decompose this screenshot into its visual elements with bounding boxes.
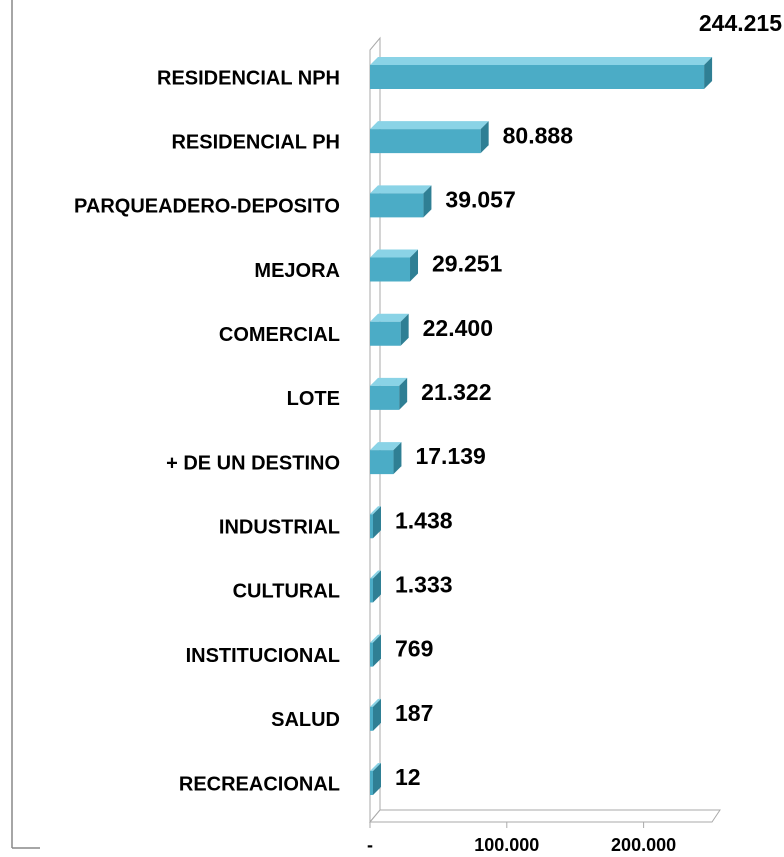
x-tick-label: 100.000 [474, 835, 539, 855]
bar-face [410, 249, 419, 282]
value-label: 1.438 [395, 507, 453, 533]
y-tick-label: LOTE [287, 388, 340, 410]
bar [370, 121, 489, 154]
bar-face [370, 634, 381, 643]
value-label: 39.057 [445, 186, 515, 212]
bar-face [370, 763, 381, 771]
value-label: 1.333 [395, 572, 453, 598]
bar-face [370, 578, 373, 603]
y-tick-label: RESIDENCIAL NPH [157, 67, 340, 89]
bar-face [370, 121, 489, 130]
bar-face [370, 506, 381, 515]
bar-face [370, 698, 381, 707]
x-tick-label: 200.000 [611, 835, 676, 855]
y-tick-label: INDUSTRIAL [219, 517, 340, 539]
y-tick-label: COMERCIAL [219, 324, 340, 346]
axis-floor [368, 809, 721, 823]
value-label: 80.888 [503, 122, 574, 148]
bar-face [480, 121, 489, 154]
bar-face [393, 442, 402, 475]
bar [370, 698, 381, 731]
bar-face [370, 321, 401, 346]
x-tick-label: - [367, 835, 373, 855]
value-label: 769 [395, 636, 433, 662]
bar [370, 57, 713, 89]
value-label: 12 [395, 764, 421, 790]
bar [370, 185, 432, 218]
y-tick-label: PARQUEADERO-DEPOSITO [74, 196, 340, 218]
bar [370, 313, 409, 346]
bar-face [423, 185, 432, 218]
bar-face [370, 257, 411, 282]
value-label: 29.251 [432, 251, 503, 277]
bar-face [370, 450, 394, 475]
bar-face [370, 185, 432, 194]
y-tick-label: + DE UN DESTINO [166, 452, 340, 474]
bar [370, 249, 419, 282]
bar-face [370, 514, 373, 539]
bar-face [370, 385, 400, 410]
value-label: 22.400 [423, 315, 493, 341]
value-label: 244.215 [699, 10, 782, 36]
bar-face [370, 65, 705, 89]
value-label: 187 [395, 700, 433, 726]
bar [370, 763, 381, 795]
bar [370, 570, 381, 603]
bar-face [373, 506, 381, 539]
bar-face [704, 57, 713, 89]
bar-face [370, 313, 409, 322]
bar-face [373, 634, 381, 667]
bar-face [370, 193, 424, 218]
bar [370, 506, 381, 539]
bar-face [400, 313, 409, 346]
y-tick-label: RESIDENCIAL PH [171, 131, 340, 153]
y-tick-label: RECREACIONAL [179, 773, 340, 795]
bar [370, 442, 402, 475]
bar-face [370, 129, 481, 154]
bar-face [370, 706, 373, 731]
bar-face [370, 570, 381, 579]
bar-face [373, 763, 381, 795]
y-tick-label: SALUD [271, 709, 340, 731]
bar-face [370, 57, 713, 65]
bar-face [370, 442, 402, 451]
value-label: 17.139 [415, 443, 485, 469]
bar-face [373, 570, 381, 603]
bar [370, 634, 381, 667]
y-tick-label: CULTURAL [233, 581, 340, 603]
value-label: 21.322 [421, 379, 491, 405]
bar-face [370, 771, 373, 795]
bar [370, 377, 408, 410]
bar-face [370, 249, 419, 258]
bar-face [370, 377, 408, 386]
bar-face [370, 642, 373, 667]
bar-face [399, 377, 408, 410]
y-tick-label: MEJORA [254, 260, 340, 282]
y-tick-label: INSTITUCIONAL [186, 645, 340, 667]
bar-face [373, 698, 381, 731]
